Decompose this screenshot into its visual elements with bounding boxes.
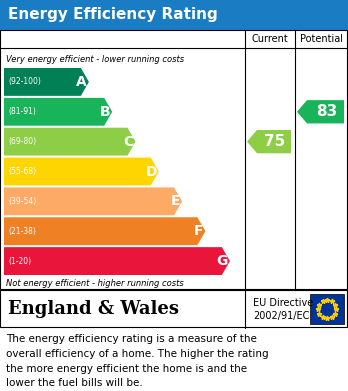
Text: (92-100): (92-100) (8, 77, 41, 86)
Text: F: F (194, 224, 203, 238)
Text: (39-54): (39-54) (8, 197, 36, 206)
Text: Energy Efficiency Rating: Energy Efficiency Rating (8, 7, 218, 23)
Text: (55-68): (55-68) (8, 167, 36, 176)
Text: (21-38): (21-38) (8, 227, 36, 236)
Bar (0, 290, 347, 327)
Text: 83: 83 (316, 104, 337, 119)
Text: (1-20): (1-20) (8, 256, 31, 265)
Text: Not energy efficient - higher running costs: Not energy efficient - higher running co… (6, 278, 184, 287)
Text: B: B (100, 105, 110, 119)
Text: C: C (123, 135, 134, 149)
Bar (0, 30, 347, 289)
Polygon shape (247, 130, 291, 153)
Text: A: A (76, 75, 87, 89)
Polygon shape (4, 187, 182, 215)
Text: (81-91): (81-91) (8, 107, 36, 116)
Text: E: E (171, 194, 180, 208)
Polygon shape (4, 247, 230, 275)
Bar (0, 0, 348, 30)
Text: 75: 75 (264, 134, 286, 149)
Text: Current: Current (252, 34, 288, 44)
Polygon shape (4, 217, 205, 245)
Polygon shape (4, 68, 89, 96)
Text: G: G (216, 254, 228, 268)
Text: EU Directive: EU Directive (253, 298, 313, 308)
Text: Potential: Potential (300, 34, 343, 44)
Polygon shape (4, 98, 112, 126)
Text: Very energy efficient - lower running costs: Very energy efficient - lower running co… (6, 56, 184, 65)
Text: (69-80): (69-80) (8, 137, 36, 146)
Text: The energy efficiency rating is a measure of the
overall efficiency of a home. T: The energy efficiency rating is a measur… (6, 334, 269, 388)
Polygon shape (4, 128, 135, 156)
Polygon shape (297, 100, 344, 124)
Text: England & Wales: England & Wales (8, 300, 179, 318)
Bar (310, 294, 344, 324)
Text: 2002/91/EC: 2002/91/EC (253, 311, 309, 321)
Text: D: D (145, 165, 157, 179)
Polygon shape (4, 158, 159, 185)
